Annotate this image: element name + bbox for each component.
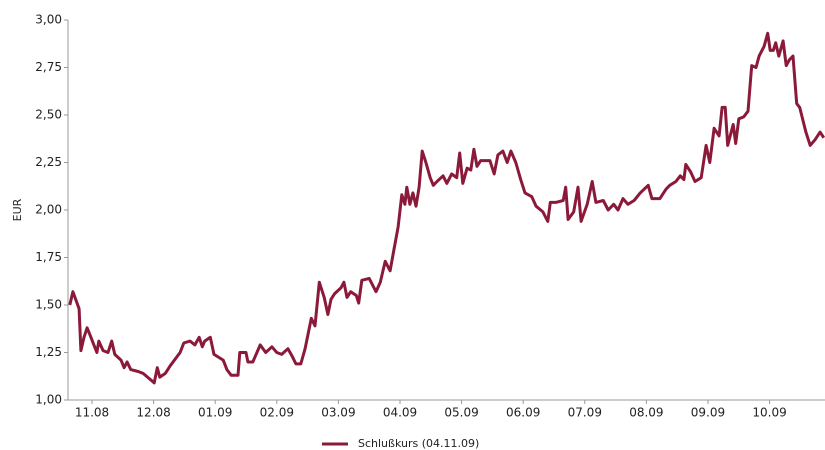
y-tick-label: 2,50 bbox=[35, 108, 62, 122]
x-tick-label: 11.08 bbox=[75, 406, 109, 420]
x-tick-label: 01.09 bbox=[198, 406, 232, 420]
y-tick-label: 1,25 bbox=[35, 345, 62, 359]
x-tick-label: 12.08 bbox=[136, 406, 170, 420]
y-tick-label: 1,00 bbox=[35, 393, 62, 407]
y-axis-label: EUR bbox=[11, 198, 24, 221]
x-tick-label: 05.09 bbox=[444, 406, 478, 420]
y-tick-label: 1,75 bbox=[35, 250, 62, 264]
x-tick-label: 04.09 bbox=[383, 406, 417, 420]
x-tick-label: 06.09 bbox=[506, 406, 540, 420]
x-tick-label: 08.09 bbox=[629, 406, 663, 420]
x-tick-label: 07.09 bbox=[568, 406, 602, 420]
y-tick-label: 3,00 bbox=[35, 13, 62, 27]
x-tick-label: 03.09 bbox=[321, 406, 355, 420]
y-tick-label: 2,00 bbox=[35, 203, 62, 217]
y-tick-label: 1,50 bbox=[35, 298, 62, 312]
x-tick-label: 10.09 bbox=[752, 406, 786, 420]
x-tick-label: 09.09 bbox=[691, 406, 725, 420]
y-tick-label: 2,75 bbox=[35, 60, 62, 74]
y-tick-label: 2,25 bbox=[35, 155, 62, 169]
legend-label: Schlußkurs (04.11.09) bbox=[358, 437, 479, 450]
price-line bbox=[68, 31, 825, 385]
x-tick-label: 02.09 bbox=[260, 406, 294, 420]
